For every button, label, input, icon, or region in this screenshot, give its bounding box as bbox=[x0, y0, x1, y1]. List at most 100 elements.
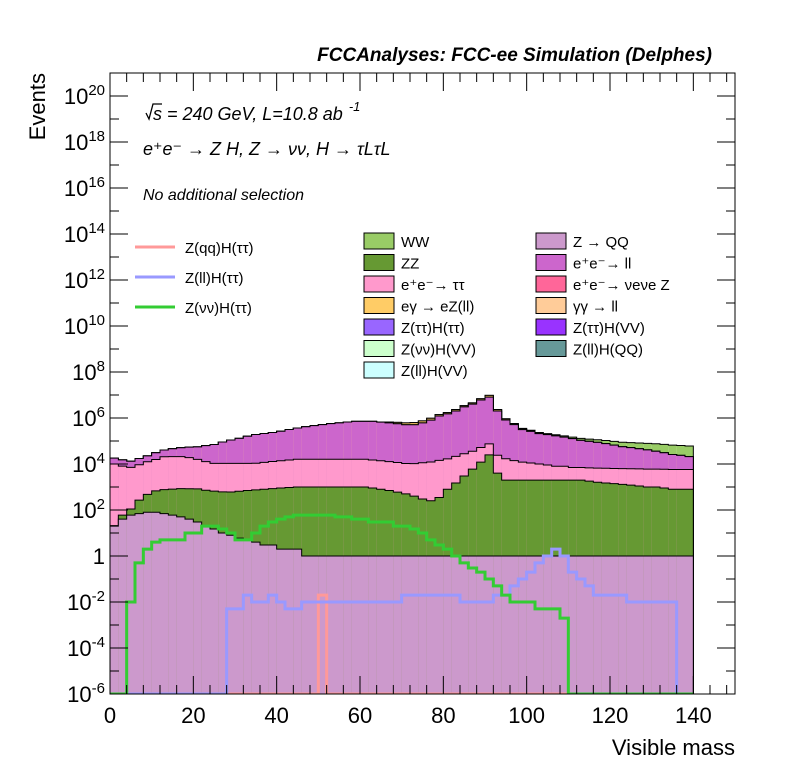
bar-z-qq-53 bbox=[551, 556, 560, 694]
legend-label-ll: γγ → ll bbox=[573, 299, 618, 316]
legend-label-z-qq: Z → QQ bbox=[573, 234, 629, 251]
sqrt-icon bbox=[145, 103, 162, 121]
bar-z-qq-57 bbox=[585, 556, 594, 694]
legend-col2: Z → QQ e⁺e⁻→ ll e⁺e⁻→ νeνe Z γγ → ll Z(ττ)H(… bbox=[535, 232, 670, 359]
bar-z-qq-45 bbox=[485, 556, 494, 694]
bar-z-qq-6 bbox=[160, 513, 169, 694]
bar-z-qq-69 bbox=[685, 556, 694, 694]
bar-z-qq-29 bbox=[351, 556, 360, 694]
bar-z-qq-36 bbox=[410, 556, 419, 694]
legend-label-e-e: e⁺e⁻→ ττ bbox=[401, 277, 465, 294]
legend-label-ww: WW bbox=[401, 234, 430, 251]
bar-z-qq-60 bbox=[610, 556, 619, 694]
bar-z-qq-26 bbox=[326, 556, 335, 694]
bar-z-qq-43 bbox=[468, 556, 477, 694]
bar-z-qq-63 bbox=[635, 556, 644, 694]
x-tick-label-0: 0 bbox=[104, 703, 116, 728]
bar-z-qq-35 bbox=[401, 556, 410, 694]
legend-label-z-h: Z(νν)H(ττ) bbox=[185, 300, 252, 317]
legend-label-z-ll-h: Z(ll)H(ττ) bbox=[185, 270, 244, 287]
y-tick-label-7: 108 bbox=[72, 358, 105, 385]
y-axis-label: Events bbox=[25, 73, 50, 140]
x-tick-label-6: 120 bbox=[592, 703, 629, 728]
bar-z-qq-62 bbox=[626, 556, 635, 694]
bar-z-qq-17 bbox=[251, 542, 260, 694]
bar-z-qq-5 bbox=[151, 512, 160, 694]
legend-swatch bbox=[363, 232, 395, 250]
legend-swatch bbox=[363, 254, 395, 271]
bar-z-qq-16 bbox=[243, 539, 252, 694]
bar-z-qq-21 bbox=[285, 549, 294, 694]
y-tick-label-4: 102 bbox=[72, 496, 105, 523]
bar-z-qq-49 bbox=[518, 556, 527, 694]
x-tick-label-2: 40 bbox=[264, 703, 288, 728]
y-tick-label-3: 1 bbox=[93, 544, 105, 569]
bar-z-qq-40 bbox=[443, 556, 452, 694]
bar-z-qq-28 bbox=[343, 556, 352, 694]
legend-swatch bbox=[363, 340, 395, 357]
bar-z-qq-24 bbox=[310, 556, 319, 694]
legend-label-e-e-ll: e⁺e⁻→ ll bbox=[573, 256, 631, 273]
bar-z-qq-25 bbox=[318, 556, 327, 694]
y-tick-label-11: 1016 bbox=[64, 174, 105, 201]
y-tick-label-13: 1020 bbox=[64, 82, 105, 109]
legend-label-z-ll-h-vv: Z(ll)H(VV) bbox=[401, 363, 468, 380]
bar-z-qq-58 bbox=[593, 556, 602, 694]
legend-label-z-h-vv: Z(νν)H(VV) bbox=[401, 342, 476, 359]
x-axis-label: Visible mass bbox=[612, 735, 735, 760]
legend-swatch bbox=[535, 340, 567, 357]
x-tick-label-1: 20 bbox=[181, 703, 205, 728]
legend-label-z-ll-h-qq: Z(ll)H(QQ) bbox=[573, 342, 643, 359]
bar-z-qq-1 bbox=[118, 519, 127, 694]
bar-z-qq-39 bbox=[435, 556, 444, 694]
bar-z-qq-30 bbox=[360, 556, 369, 694]
bar-z-qq-68 bbox=[676, 556, 685, 694]
outline-zz bbox=[110, 454, 694, 694]
bar-z-qq-23 bbox=[301, 556, 310, 694]
bar-z-qq-9 bbox=[185, 519, 194, 694]
bar-z-qq-14 bbox=[226, 535, 235, 694]
bar-z-qq-4 bbox=[143, 512, 152, 694]
y-tick-label-5: 104 bbox=[72, 450, 105, 477]
bar-z-qq-12 bbox=[210, 528, 219, 694]
y-tick-label-6: 106 bbox=[72, 404, 105, 431]
bar-z-qq-33 bbox=[385, 556, 394, 694]
bar-z-qq-52 bbox=[543, 556, 552, 694]
outline-z-qq bbox=[110, 511, 694, 694]
x-tick-label-3: 60 bbox=[348, 703, 372, 728]
x-tick-label-5: 100 bbox=[508, 703, 545, 728]
x-tick-label-4: 80 bbox=[431, 703, 455, 728]
legend-swatch bbox=[535, 318, 567, 336]
energy-annotation: s = 240 GeV, L=10.8 ab -1 bbox=[153, 99, 360, 124]
bar-z-qq-44 bbox=[476, 556, 485, 694]
bar-z-qq-46 bbox=[493, 556, 502, 694]
y-tick-label-8: 1010 bbox=[64, 312, 105, 339]
bar-z-qq-61 bbox=[618, 556, 627, 694]
bar-z-qq-65 bbox=[651, 556, 660, 694]
bar-z-qq-55 bbox=[568, 556, 577, 694]
line-z-ll-h bbox=[110, 547, 694, 694]
legend-swatch bbox=[363, 297, 395, 314]
bar-z-qq-59 bbox=[601, 556, 610, 694]
line-z-h bbox=[110, 513, 694, 694]
bar-z-qq-27 bbox=[335, 556, 344, 694]
y-tick-label-1: 10-4 bbox=[67, 634, 105, 661]
bar-z-qq-50 bbox=[526, 556, 535, 694]
bar-z-qq-47 bbox=[501, 556, 510, 694]
bar-z-qq-7 bbox=[168, 515, 177, 694]
legend-lines: Z(qq)H(ττ) Z(ll)H(ττ) Z(νν)H(ττ) bbox=[135, 240, 254, 317]
y-tick-label-0: 10-6 bbox=[67, 680, 105, 707]
legend-swatch bbox=[363, 361, 395, 379]
y-tick-label-2: 10-2 bbox=[67, 588, 105, 615]
bar-z-qq-66 bbox=[660, 556, 669, 694]
bar-z-qq-11 bbox=[201, 526, 210, 694]
legend-swatch bbox=[535, 254, 567, 271]
legend-col1: WW ZZ e⁺e⁻→ ττ eγ → eZ(ll) Z(ττ)H(ττ) Z(νν)H(… bbox=[363, 232, 476, 380]
legend-swatch bbox=[363, 275, 395, 293]
bar-z-qq-32 bbox=[376, 556, 385, 694]
legend-label-e-e-e-e-z: e⁺e⁻→ νeνe Z bbox=[573, 277, 670, 294]
bar-z-qq-34 bbox=[393, 556, 402, 694]
bar-z-qq-3 bbox=[135, 513, 144, 694]
legend-swatch bbox=[535, 275, 567, 293]
